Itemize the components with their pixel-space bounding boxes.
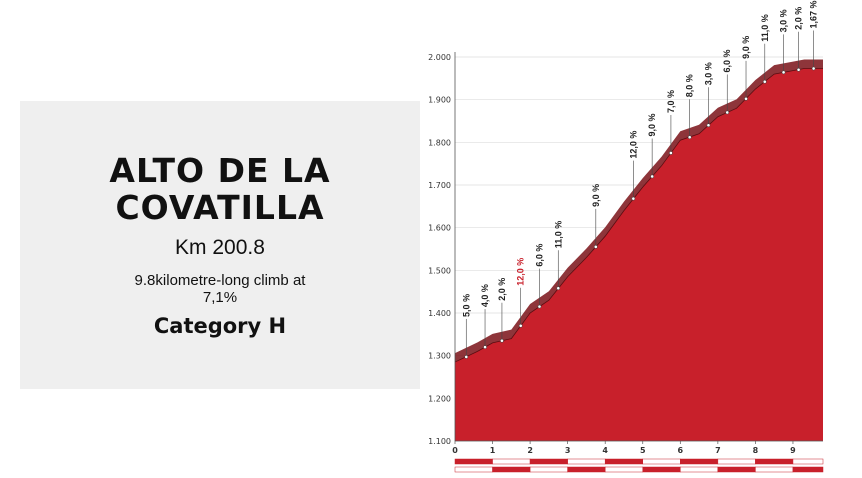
gradient-label: 7,0 % — [666, 90, 676, 113]
scale-segment-bottom — [454, 466, 493, 473]
gradient-label: 11,0 % — [553, 221, 563, 249]
gradient-label: 8,0 % — [685, 74, 695, 97]
x-tick-label: 7 — [715, 446, 721, 455]
gradient-labels: 5,0 % 4,0 % 2,0 % 12,0 % 6,0 % 11,0 % 9,0 % 12,… — [461, 0, 819, 359]
y-tick-label: 1.900 — [428, 96, 451, 105]
label-marker — [483, 345, 487, 349]
label-marker — [762, 79, 767, 84]
x-tick-label: 8 — [753, 446, 759, 455]
scale-segment-bottom — [717, 466, 756, 473]
y-tick-label: 1.300 — [428, 352, 451, 361]
label-marker — [631, 196, 636, 201]
label-marker — [706, 123, 711, 128]
x-tick-label: 3 — [565, 446, 571, 455]
climb-name: ALTO DE LA COVATILLA — [109, 151, 331, 227]
gradient-label: 3,0 % — [779, 9, 789, 32]
scale-segment-top — [717, 458, 756, 465]
scale-segment-top — [680, 458, 719, 465]
label-marker — [744, 96, 748, 101]
gradient-label: 9,0 % — [591, 184, 601, 207]
gradient-label: 9,0 % — [741, 36, 751, 59]
scale-segment-top — [529, 458, 568, 465]
x-tick-label: 4 — [602, 446, 608, 455]
gradient-label: 12,0 % — [628, 131, 638, 159]
scale-segment-top — [792, 458, 824, 465]
label-marker — [796, 67, 801, 72]
label-marker — [687, 135, 692, 140]
label-marker — [781, 70, 786, 75]
profile-fill — [455, 68, 823, 442]
y-tick-label: 1.700 — [428, 181, 451, 190]
profile-outline — [454, 68, 823, 363]
label-marker — [669, 151, 673, 155]
label-marker — [464, 355, 469, 359]
y-tick-label: 1.200 — [428, 394, 451, 403]
scale-segment-top — [642, 458, 681, 465]
scale-segment-bottom — [755, 466, 794, 473]
y-tick-label: 1.400 — [428, 309, 451, 318]
x-tick-label: 1 — [490, 446, 496, 455]
label-marker — [537, 304, 542, 309]
x-tick-label: 0 — [452, 446, 458, 455]
chart-axes: 1.100 1.200 1.300 1.400 1.500 1.600 1.700 1.800… — [428, 52, 823, 455]
label-marker — [593, 245, 598, 249]
gradient-label: 9,0 % — [647, 113, 657, 136]
scale-segment-bottom — [604, 466, 644, 473]
x-tick-label: 6 — [678, 446, 684, 455]
x-tick-label: 2 — [527, 446, 533, 455]
scale-segment-bottom — [492, 466, 531, 473]
label-marker — [500, 338, 504, 343]
scale-segment-top — [755, 458, 794, 465]
scale-segment-top — [454, 458, 493, 465]
climb-description: 9.8kilometre-long climb at 7,1% — [134, 272, 306, 306]
scale-segment-top — [492, 458, 531, 465]
climb-kilometre: Km 200.8 — [175, 236, 265, 259]
scale-segment-bottom — [567, 466, 606, 473]
x-tick-label: 5 — [640, 446, 646, 455]
gradient-label: 4,0 % — [480, 284, 490, 307]
label-marker — [811, 66, 816, 71]
gradient-label: 3,0 % — [703, 62, 713, 85]
label-marker — [556, 286, 561, 291]
gradient-label: 2,0 % — [794, 7, 804, 30]
scale-segment-bottom — [680, 466, 719, 473]
climb-info-card: ALTO DE LA COVATILLA Km 200.8 9.8kilomet… — [20, 101, 420, 389]
y-tick-label: 1.100 — [428, 437, 451, 446]
y-tick-label: 1.500 — [428, 266, 451, 275]
km-scale-bar — [454, 458, 824, 473]
y-tick-label: 1.800 — [428, 138, 451, 147]
gradient-label: 6,0 % — [722, 49, 732, 72]
climb-category: Category H — [153, 314, 287, 338]
gradient-label: 1,67 % — [809, 0, 819, 28]
gradient-label: 6,0 % — [534, 244, 544, 267]
climb-profile-chart: 5,0 % 4,0 % 2,0 %12,0 %6,0 %11,0 %9,0 %12,… — [428, 0, 824, 473]
scale-segment-top — [604, 458, 644, 465]
gradient-label: 5,0 % — [461, 294, 471, 317]
scale-segment-top — [567, 458, 606, 465]
scale-segment-bottom — [642, 466, 681, 473]
y-tick-label: 2.000 — [428, 53, 451, 62]
gradient-label: 12,0 % — [516, 258, 526, 286]
scale-segment-bottom — [792, 466, 824, 473]
x-tick-label: 9 — [790, 446, 796, 455]
profile-area — [454, 59, 823, 442]
gradient-label: 2,0 % — [497, 278, 507, 301]
label-marker — [650, 174, 654, 179]
gradient-label: 11,0 % — [760, 14, 770, 42]
scale-segment-bottom — [529, 466, 568, 473]
label-marker — [725, 110, 730, 115]
label-marker — [518, 323, 523, 328]
y-tick-label: 1.600 — [428, 224, 451, 233]
